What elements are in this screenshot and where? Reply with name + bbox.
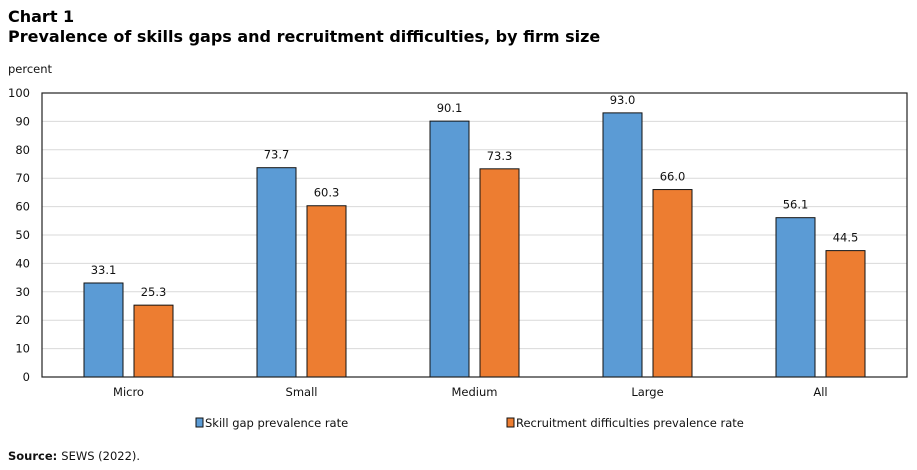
x-tick-label: Large <box>631 385 663 399</box>
data-label: 44.5 <box>833 231 859 245</box>
y-tick-label: 60 <box>15 200 30 214</box>
data-label: 56.1 <box>783 198 809 212</box>
chart-title: Chart 1 <box>8 7 74 26</box>
legend-label: Skill gap prevalence rate <box>205 416 348 430</box>
data-label: 90.1 <box>437 101 463 115</box>
data-label: 73.3 <box>487 149 513 163</box>
x-tick-label: All <box>813 385 827 399</box>
source-note: Source: SEWS (2022). <box>8 449 140 463</box>
bar-skill-gap-small <box>256 167 297 378</box>
bar-skill-gap-large <box>602 112 643 378</box>
y-tick-label: 0 <box>23 370 30 384</box>
y-tick-label: 30 <box>15 285 30 299</box>
source-label: Source: <box>8 449 57 463</box>
bar-recruitment-large <box>652 189 693 378</box>
bar-skill-gap-medium <box>429 120 470 378</box>
y-axis-label: percent <box>8 62 53 76</box>
bar-recruitment-all <box>825 250 866 378</box>
data-label: 33.1 <box>91 263 117 277</box>
source-text: SEWS (2022). <box>61 449 140 463</box>
data-label: 25.3 <box>141 285 167 299</box>
x-tick-label: Micro <box>113 385 144 399</box>
y-tick-label: 100 <box>8 86 30 100</box>
x-tick-label: Medium <box>452 385 498 399</box>
y-tick-label: 80 <box>15 143 30 157</box>
data-label: 93.0 <box>610 93 636 107</box>
bar-recruitment-small <box>306 205 347 378</box>
bar-skill-gap-micro <box>83 282 124 378</box>
plot-frame <box>41 92 908 378</box>
bar-recruitment-medium <box>479 168 520 378</box>
y-tick-label: 70 <box>15 171 30 185</box>
x-tick-label: Small <box>286 385 318 399</box>
data-label: 73.7 <box>264 148 290 162</box>
y-tick-label: 40 <box>15 256 30 270</box>
chart-subtitle: Prevalence of skills gaps and recruitmen… <box>8 27 600 46</box>
legend-label: Recruitment difficulties prevalence rate <box>516 416 744 430</box>
legend-swatch <box>195 417 204 428</box>
y-tick-label: 10 <box>15 342 30 356</box>
y-tick-label: 20 <box>15 313 30 327</box>
bar-skill-gap-all <box>775 217 816 378</box>
data-label: 66.0 <box>660 170 686 184</box>
bar-recruitment-micro <box>133 304 174 378</box>
legend-swatch <box>506 417 515 428</box>
y-tick-label: 50 <box>15 228 30 242</box>
y-tick-label: 90 <box>15 114 30 128</box>
data-label: 60.3 <box>314 186 340 200</box>
